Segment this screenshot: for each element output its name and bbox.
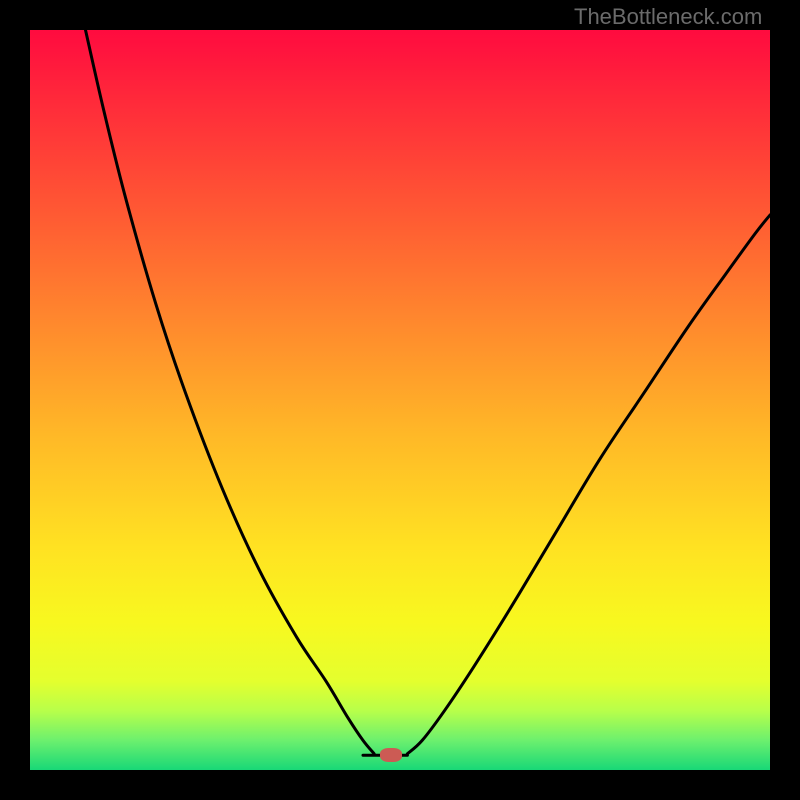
watermark-text: TheBottleneck.com — [574, 4, 762, 30]
curves-layer — [30, 30, 770, 770]
bottleneck-marker — [380, 748, 402, 762]
curve-right — [407, 215, 770, 754]
outer-frame: TheBottleneck.com — [0, 0, 800, 800]
plot-area — [30, 30, 770, 770]
curve-left — [86, 30, 375, 754]
